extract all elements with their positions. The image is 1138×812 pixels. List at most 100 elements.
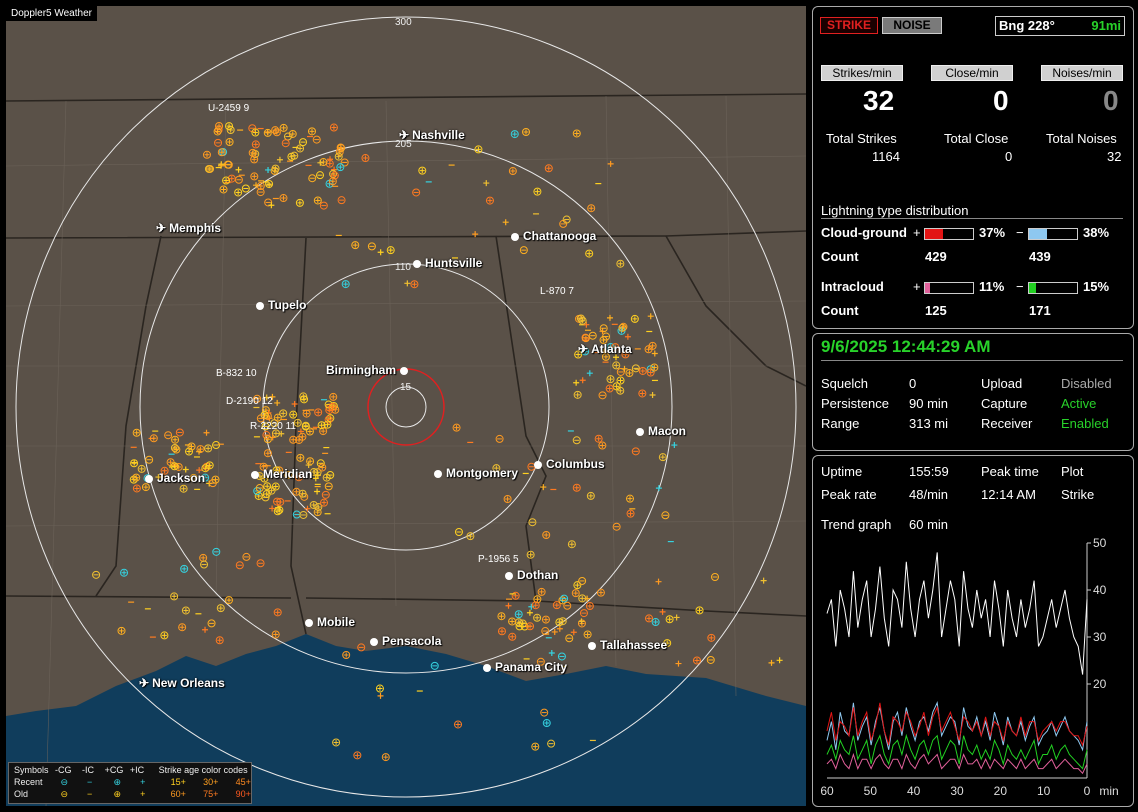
strike-marker <box>537 587 546 596</box>
strike-marker <box>260 474 269 483</box>
plus-sign: + <box>913 279 921 294</box>
strike-marker <box>202 150 211 159</box>
strike-marker <box>250 172 259 181</box>
strike-marker <box>205 461 214 470</box>
strike-marker-sign <box>578 316 584 322</box>
strike-marker <box>665 615 674 624</box>
strike-marker-sign <box>620 324 626 330</box>
strike-marker-sign <box>653 619 659 625</box>
strike-marker-sign <box>134 430 140 436</box>
strike-marker <box>309 501 318 510</box>
strike-marker-sign <box>186 449 192 455</box>
strike-marker <box>278 430 285 437</box>
strike-marker-sign <box>226 597 232 603</box>
strike-marker-sign <box>219 149 225 155</box>
symbol-legend: Symbols -CG -IC +CG +IC Strike age color… <box>8 762 252 804</box>
strike-marker <box>323 420 332 429</box>
strike-marker-sign <box>338 144 344 150</box>
strike-marker-sign <box>455 721 461 727</box>
upload-label: Upload <box>981 376 1023 391</box>
strike-marker-sign <box>574 582 580 588</box>
legend-recent-label: Recent <box>14 777 43 787</box>
strike-marker <box>200 560 209 569</box>
strike-marker <box>253 182 260 189</box>
lightning-map[interactable]: Doppler5 Weather 300 205 110 15 ✈ Nashvil… <box>6 6 806 806</box>
strike-marker-sign <box>534 596 540 602</box>
city-memphis: ✈ Memphis <box>156 221 222 235</box>
strike-marker-sign <box>161 632 167 638</box>
strike-marker-sign <box>280 195 286 201</box>
strike-marker <box>658 453 667 462</box>
strike-marker <box>710 573 719 582</box>
strike-marker <box>505 602 512 609</box>
strike-marker-sign <box>626 370 632 376</box>
strike-marker <box>263 482 272 491</box>
strike-marker <box>172 445 181 454</box>
ic-count-label: Count <box>821 303 859 318</box>
minus-ic-icon: − <box>87 777 93 787</box>
city-nashville: ✈ Nashville <box>399 128 465 142</box>
bearing-box: Bng 228° 91mi <box>995 16 1125 36</box>
trend-series-line <box>826 552 1088 675</box>
strike-marker <box>511 591 520 600</box>
close-per-min-button[interactable]: Close/min <box>931 65 1013 81</box>
strike-marker-sign <box>343 652 349 658</box>
capture-value: Active <box>1061 396 1097 411</box>
total-close-value: 0 <box>1005 149 1013 164</box>
strike-marker-sign <box>509 618 515 624</box>
strike-marker <box>651 350 658 357</box>
map-base <box>6 16 806 806</box>
city-jackson: Jackson <box>145 471 205 485</box>
strike-marker-sign <box>582 348 588 354</box>
strike-marker-sign <box>200 555 206 561</box>
strike-marker-sign <box>617 261 623 267</box>
trend-series-line <box>826 752 1088 775</box>
strike-marker <box>616 259 625 268</box>
plot-value[interactable]: Strike <box>1061 487 1095 502</box>
noise-button[interactable]: NOISE <box>882 17 942 34</box>
strike-marker <box>503 495 512 504</box>
strike-marker-sign <box>330 178 336 184</box>
strike-marker-sign <box>512 131 518 137</box>
ic-negative-bar <box>1028 282 1078 294</box>
city-dot-icon <box>434 470 442 478</box>
strike-marker <box>227 174 236 183</box>
strike-marker <box>327 156 334 163</box>
strike-marker <box>185 447 194 456</box>
strikes-per-min-button[interactable]: Strikes/min <box>821 65 903 81</box>
strike-marker-sign <box>487 198 493 204</box>
strike-marker-sign <box>218 605 224 611</box>
strike-marker <box>542 531 551 540</box>
total-strikes-value: 1164 <box>872 149 900 164</box>
strike-marker <box>351 241 360 250</box>
strike-marker-sign <box>588 493 594 499</box>
airport-icon: ✈ <box>578 342 589 356</box>
strike-marker <box>631 447 640 456</box>
legend-header: -CG <box>55 765 72 775</box>
strike-marker <box>269 505 276 512</box>
strike-marker <box>305 427 314 436</box>
squelch-label: Squelch <box>821 376 868 391</box>
strike-marker-sign <box>265 450 271 456</box>
strike-marker <box>618 323 627 332</box>
strike-marker <box>558 617 567 626</box>
strike-marker <box>638 366 647 375</box>
noises-per-min-button[interactable]: Noises/min <box>1041 65 1123 81</box>
ic-negative-count: 171 <box>1029 303 1051 318</box>
strike-marker-sign <box>546 165 552 171</box>
strike-marker <box>558 596 567 605</box>
city-dot-icon <box>251 471 259 479</box>
strike-marker-sign <box>603 354 609 360</box>
strike-marker-sign <box>252 130 258 136</box>
strike-button[interactable]: STRIKE <box>820 17 878 34</box>
strike-marker <box>212 547 221 556</box>
strike-marker-sign <box>321 500 327 506</box>
strike-marker <box>611 343 620 352</box>
strike-marker-sign <box>189 443 195 449</box>
strike-marker-sign <box>383 754 389 760</box>
ring-label: 15 <box>400 382 412 393</box>
x-tick-label: 60 <box>820 784 834 798</box>
airport-icon: ✈ <box>156 221 167 235</box>
strike-marker-sign <box>251 173 257 179</box>
strike-marker-sign <box>583 335 589 341</box>
